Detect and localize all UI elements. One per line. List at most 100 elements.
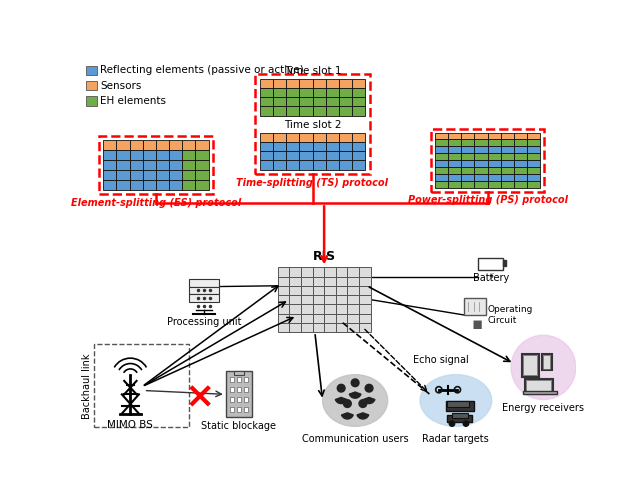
Bar — [352, 151, 365, 160]
Circle shape — [463, 421, 468, 426]
Bar — [461, 181, 474, 188]
Bar — [244, 377, 248, 382]
Wedge shape — [342, 413, 353, 419]
Circle shape — [344, 400, 351, 407]
Bar — [103, 180, 116, 190]
Bar — [312, 88, 326, 97]
Text: Time slot 1: Time slot 1 — [284, 66, 341, 76]
Text: Sensors: Sensors — [100, 81, 141, 91]
Bar — [260, 160, 273, 169]
Bar — [336, 295, 348, 304]
Circle shape — [365, 384, 373, 392]
Bar — [226, 371, 252, 417]
Bar — [237, 388, 241, 392]
Bar — [286, 79, 300, 88]
Bar — [348, 304, 359, 313]
Bar — [326, 142, 339, 151]
Bar — [312, 295, 324, 304]
Bar — [488, 153, 501, 160]
Bar — [501, 181, 514, 188]
Bar — [116, 140, 130, 150]
Circle shape — [351, 379, 359, 387]
Bar — [514, 147, 527, 153]
Text: Power-splitting (PS) protocol: Power-splitting (PS) protocol — [408, 196, 568, 205]
Bar — [435, 140, 448, 147]
Bar — [447, 415, 472, 422]
Bar — [324, 295, 336, 304]
Bar — [156, 150, 169, 160]
Text: RIS: RIS — [312, 250, 336, 263]
Bar — [312, 313, 324, 323]
Bar — [352, 160, 365, 169]
Bar — [461, 153, 474, 160]
Bar — [103, 170, 116, 180]
Bar — [278, 267, 289, 277]
Bar — [501, 140, 514, 147]
Bar — [312, 304, 324, 313]
Bar — [129, 140, 143, 150]
Bar — [286, 88, 300, 97]
Bar — [339, 88, 352, 97]
Text: Communication users: Communication users — [302, 434, 408, 444]
Bar — [116, 150, 130, 160]
Bar — [182, 150, 195, 160]
Bar — [300, 142, 312, 151]
Bar — [244, 388, 248, 392]
Bar — [326, 79, 339, 88]
Bar — [312, 79, 326, 88]
Bar — [488, 167, 501, 174]
Bar — [324, 286, 336, 295]
Circle shape — [449, 421, 454, 426]
Wedge shape — [335, 397, 347, 403]
Bar — [312, 151, 326, 160]
Bar — [359, 286, 371, 295]
Bar — [501, 174, 514, 181]
Ellipse shape — [511, 335, 576, 399]
Bar — [169, 140, 182, 150]
Bar — [326, 106, 339, 116]
Bar — [474, 181, 488, 188]
Bar — [431, 129, 544, 192]
Bar — [326, 88, 339, 97]
Bar — [527, 160, 540, 167]
Bar — [524, 355, 537, 375]
Bar — [230, 377, 234, 382]
Bar — [278, 313, 289, 323]
Bar — [324, 267, 336, 277]
Text: Time slot 2: Time slot 2 — [284, 120, 341, 130]
Bar — [103, 150, 116, 160]
Bar — [286, 133, 300, 142]
Bar — [461, 160, 474, 167]
Ellipse shape — [323, 375, 388, 426]
Bar — [352, 97, 365, 106]
Bar — [474, 153, 488, 160]
Bar — [116, 180, 130, 190]
Bar — [260, 88, 273, 97]
Bar — [99, 137, 212, 194]
Bar — [260, 133, 273, 142]
Bar — [522, 353, 539, 377]
Bar — [237, 377, 241, 382]
Bar — [289, 277, 301, 286]
Text: MIMO BS: MIMO BS — [108, 420, 154, 430]
Bar — [273, 160, 286, 169]
Bar — [527, 140, 540, 147]
Bar — [156, 170, 169, 180]
Bar — [474, 167, 488, 174]
Text: Element-splitting (ES) protocol: Element-splitting (ES) protocol — [71, 198, 241, 207]
Bar — [312, 97, 326, 106]
Bar — [359, 267, 371, 277]
Bar — [461, 167, 474, 174]
Bar — [286, 160, 300, 169]
Bar — [336, 286, 348, 295]
Bar — [447, 400, 469, 407]
Bar — [452, 413, 467, 418]
Bar — [182, 140, 195, 150]
Text: Backhaul link: Backhaul link — [82, 353, 92, 419]
Bar — [237, 407, 241, 412]
Bar — [448, 181, 461, 188]
Bar — [289, 304, 301, 313]
Bar — [156, 160, 169, 170]
Bar — [286, 142, 300, 151]
Bar — [103, 160, 116, 170]
